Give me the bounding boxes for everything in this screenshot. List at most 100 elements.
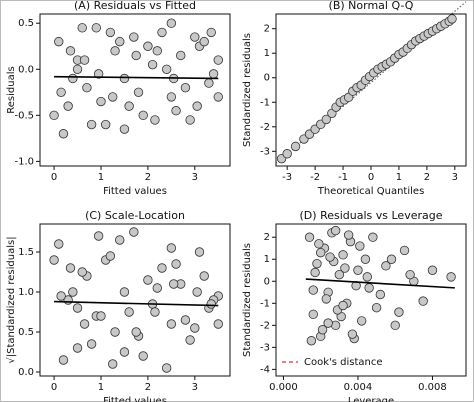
point: [180, 315, 191, 325]
point: [206, 27, 216, 38]
point: [131, 327, 141, 337]
point: [192, 287, 202, 297]
point: [108, 359, 118, 369]
point: [63, 101, 73, 111]
point: [447, 14, 457, 24]
plot-frame: [275, 223, 467, 377]
point: [306, 336, 317, 346]
point: [323, 318, 333, 328]
point: [310, 267, 320, 278]
point: [304, 232, 315, 242]
point: [138, 351, 148, 361]
y-axis-label: Standardized residuals: [242, 243, 253, 357]
point: [192, 101, 202, 111]
x-tick-label: 0: [51, 172, 57, 183]
point: [96, 311, 106, 321]
legend-label: Cook's distance: [304, 357, 383, 368]
point: [161, 64, 172, 74]
point: [79, 319, 90, 329]
point: [446, 272, 456, 282]
point: [49, 255, 59, 265]
x-tick-label: 0.008: [418, 382, 447, 393]
panel-title: (D) Residuals vs Leverage: [300, 209, 443, 222]
point: [362, 272, 372, 282]
point: [65, 46, 76, 56]
x-tick-label: 1: [396, 172, 402, 183]
y-tick-label: 0.5: [18, 18, 34, 29]
point: [338, 300, 348, 311]
point: [166, 18, 177, 28]
point: [72, 64, 83, 74]
point: [399, 245, 410, 256]
point: [91, 23, 101, 33]
point: [314, 239, 324, 249]
point: [129, 32, 139, 42]
point: [115, 36, 125, 47]
point: [213, 92, 223, 102]
panel-title: (C) Scale-Location: [85, 209, 185, 222]
point: [199, 36, 209, 47]
point: [131, 50, 141, 61]
point: [58, 129, 69, 139]
point: [100, 119, 111, 130]
point: [375, 289, 386, 300]
point: [119, 347, 130, 357]
y-tick-label: -1: [260, 97, 270, 108]
point: [199, 271, 209, 281]
point: [54, 239, 64, 249]
point: [427, 265, 438, 275]
point: [290, 141, 301, 152]
point: [208, 69, 219, 79]
x-tick-label: -3: [282, 172, 292, 183]
x-tick-label: 2: [145, 382, 151, 393]
point: [72, 303, 83, 313]
point: [124, 101, 134, 111]
x-tick-label: 2: [424, 172, 430, 183]
point: [157, 27, 167, 38]
point: [129, 227, 139, 237]
point: [190, 32, 200, 42]
point: [119, 124, 130, 134]
point: [150, 307, 160, 317]
point: [86, 119, 97, 130]
point: [119, 73, 130, 84]
x-tick-label: 1: [98, 172, 104, 183]
point: [108, 92, 118, 102]
point: [190, 323, 200, 333]
point: [152, 283, 162, 293]
point: [394, 307, 404, 317]
y-axis-label: Residuals: [6, 66, 17, 113]
point: [169, 279, 179, 289]
x-tick-label: -2: [310, 172, 320, 183]
y-axis-label: Standardized residuals: [242, 33, 253, 147]
point: [338, 250, 348, 260]
x-axis-label: Theoretical Quantiles: [317, 186, 425, 197]
y-tick-label: -1.0: [14, 156, 34, 167]
point: [308, 309, 318, 320]
y-tick-label: -3: [260, 342, 270, 353]
y-tick-label: -4: [260, 364, 270, 375]
point: [115, 235, 125, 245]
point: [72, 343, 83, 353]
x-axis-label: Fitted values: [103, 396, 167, 402]
point: [49, 110, 59, 121]
y-tick-label: 2: [264, 232, 270, 243]
point: [119, 287, 130, 297]
point: [360, 254, 371, 264]
fit-line: [54, 300, 219, 307]
point: [321, 114, 331, 125]
y-tick-label: 0: [264, 276, 270, 287]
point: [371, 303, 382, 313]
point: [68, 73, 78, 84]
fit-line: [305, 278, 455, 289]
x-tick-label: 2: [145, 172, 151, 183]
point: [110, 327, 120, 337]
fit-line: [54, 75, 219, 80]
point: [143, 275, 153, 285]
point: [166, 92, 177, 102]
point: [316, 247, 326, 258]
point: [79, 55, 90, 65]
y-tick-label: 2: [264, 24, 270, 35]
